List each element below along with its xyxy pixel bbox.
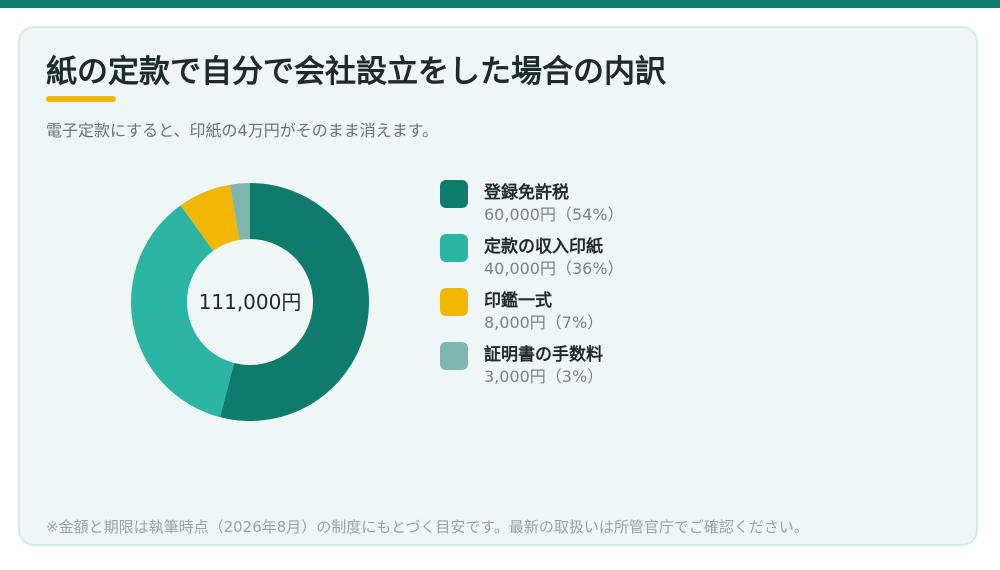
- donut-center-total: 111,000円: [199, 290, 302, 314]
- page-title: 紙の定款で自分で会社設立をした場合の内訳: [46, 54, 666, 90]
- legend-swatch: [440, 288, 468, 316]
- top-accent-bar: [0, 0, 1000, 8]
- legend-value: 8,000円（7%）: [484, 313, 604, 332]
- title-underline: [46, 96, 116, 102]
- donut-chart: 111,000円: [131, 183, 369, 421]
- footnote: ※金額と期限は執筆時点（2026年8月）の制度にもとづく目安です。最新の取扱いは…: [46, 518, 809, 536]
- donut-slice-1: [131, 205, 235, 418]
- legend-value: 60,000円（54%）: [484, 205, 624, 224]
- legend-swatch: [440, 180, 468, 208]
- legend-label: 証明書の手数料: [484, 345, 603, 365]
- page-subtitle: 電子定款にすると、印紙の4万円がそのまま消えます。: [46, 121, 439, 140]
- legend-label: 定款の収入印紙: [484, 237, 603, 257]
- legend-swatch: [440, 342, 468, 370]
- donut-slice-3: [229, 183, 250, 240]
- donut-slice-0: [220, 183, 369, 421]
- legend-label: 印鑑一式: [484, 291, 552, 311]
- donut-slice-2: [180, 184, 240, 251]
- legend-value: 40,000円（36%）: [484, 259, 624, 278]
- legend-swatch: [440, 234, 468, 262]
- legend-value: 3,000円（3%）: [484, 367, 604, 386]
- donut-slices: [131, 183, 369, 421]
- legend-label: 登録免許税: [484, 183, 569, 203]
